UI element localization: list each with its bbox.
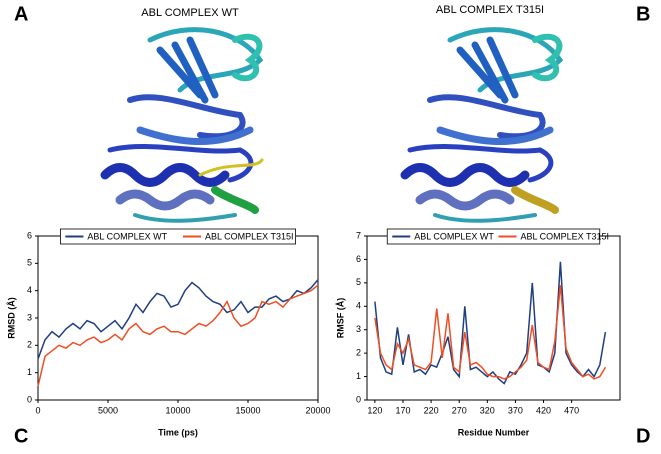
- y-tick-label: 2: [27, 340, 32, 350]
- panel-label: B: [636, 3, 650, 25]
- x-tick-label: 15000: [235, 405, 260, 415]
- panel-label: D: [636, 425, 650, 447]
- legend-label: ABL COMPLEX WT: [414, 231, 494, 241]
- y-tick-label: 3: [27, 312, 32, 322]
- y-tick-label: 0: [356, 394, 361, 404]
- x-tick-label: 270: [452, 405, 467, 415]
- structure-title: ABL COMPLEX WT: [141, 7, 239, 19]
- x-tick-label: 170: [395, 405, 410, 415]
- y-tick-label: 2: [356, 348, 361, 358]
- y-tick-label: 1: [27, 367, 32, 377]
- protein-structure: [100, 27, 564, 223]
- legend-label: ABL COMPLEX T315I: [521, 231, 610, 241]
- y-tick-label: 6: [356, 254, 361, 264]
- y-tick-label: 0: [27, 394, 32, 404]
- x-tick-label: 470: [564, 405, 579, 415]
- data-line: [374, 285, 607, 380]
- legend-label: ABL COMPLEX T315I: [205, 231, 294, 241]
- legend-label: ABL COMPLEX WT: [87, 231, 167, 241]
- y-tick-label: 7: [356, 230, 361, 240]
- y-axis-label: RMSD (Å): [6, 297, 16, 339]
- x-axis-label: Residue Number: [458, 427, 530, 437]
- y-tick-label: 1: [356, 371, 361, 381]
- x-tick-label: 370: [508, 405, 523, 415]
- data-line: [37, 284, 319, 387]
- legend-box: [386, 228, 601, 245]
- x-tick-label: 0: [35, 405, 40, 415]
- legend-box: [60, 228, 296, 245]
- x-tick-label: 320: [480, 405, 495, 415]
- data-line: [37, 279, 319, 360]
- x-tick-label: 220: [424, 405, 439, 415]
- x-tick-label: 5000: [98, 405, 118, 415]
- y-tick-label: 5: [27, 258, 32, 268]
- x-tick-label: 120: [367, 405, 382, 415]
- data-line: [374, 261, 607, 385]
- structure-title: ABL COMPLEX T315I: [436, 4, 544, 16]
- x-tick-label: 10000: [165, 405, 190, 415]
- x-tick-label: 420: [536, 405, 551, 415]
- y-tick-label: 5: [356, 277, 361, 287]
- y-tick-label: 6: [27, 230, 32, 240]
- y-tick-label: 3: [356, 324, 361, 334]
- x-tick-label: 20000: [305, 405, 330, 415]
- y-tick-label: 4: [356, 301, 361, 311]
- x-axis-label: Time (ps): [158, 427, 198, 437]
- panel-label: A: [14, 3, 28, 25]
- plot-frame: [37, 235, 319, 401]
- panel-label: C: [14, 425, 28, 447]
- y-axis-label: RMSF (Å): [335, 298, 345, 339]
- y-tick-label: 4: [27, 285, 32, 295]
